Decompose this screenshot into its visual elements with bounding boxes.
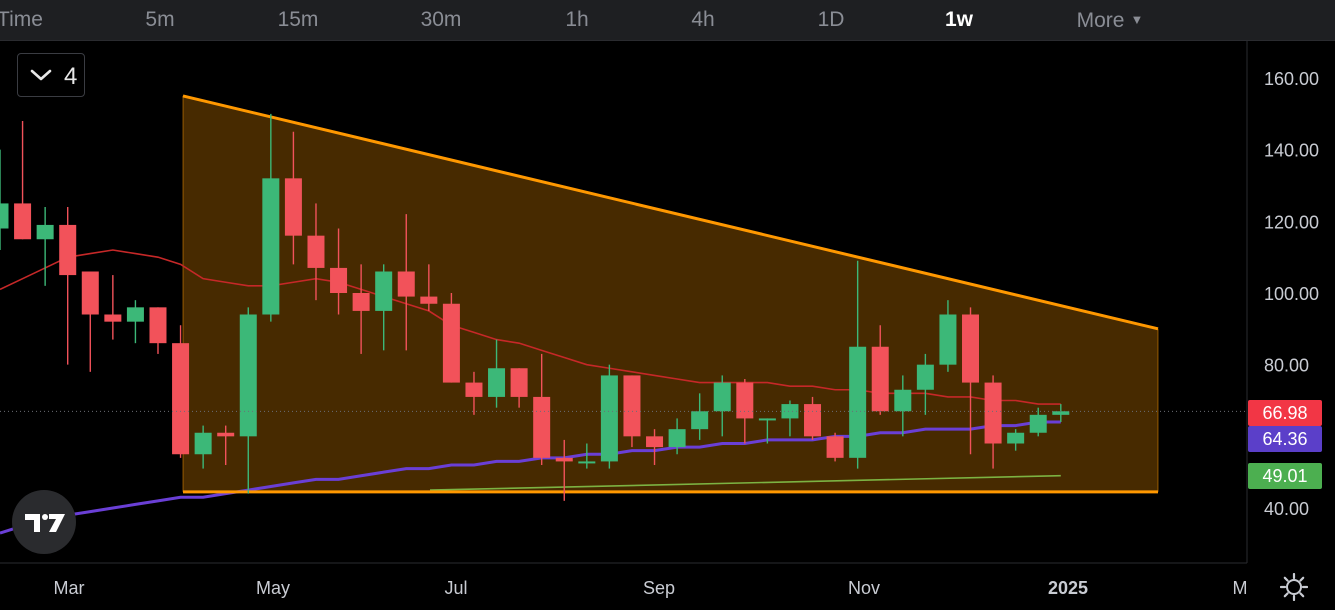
candle-body (36, 224, 54, 240)
candle-body (736, 382, 754, 419)
candle-body (826, 436, 844, 458)
moving-average-green (429, 474, 1061, 491)
candle-body (0, 203, 9, 229)
x-axis-tick-label: M (1233, 578, 1248, 598)
candle-body (894, 389, 912, 412)
candle-body (352, 293, 370, 311)
x-axis-tick-label: Jul (444, 578, 467, 598)
candle-body (1007, 432, 1025, 444)
timeframe-5m[interactable]: 5m (145, 8, 175, 31)
candle-body (600, 375, 618, 462)
candle-body (81, 271, 99, 315)
timeframe-1d[interactable]: 1D (817, 8, 845, 31)
tradingview-logo[interactable] (12, 490, 76, 554)
x-axis-tick-label: May (256, 578, 290, 598)
candle-body (646, 436, 664, 448)
x-axis-tick-label: Sep (643, 578, 675, 598)
candle-body (59, 224, 77, 276)
x-axis-tick-label: 2025 (1048, 578, 1088, 598)
candle-body (397, 271, 415, 297)
x-axis-tick-label: Nov (848, 578, 880, 598)
y-axis-tick-label: 140.00 (1264, 141, 1319, 161)
candle-body (849, 346, 867, 458)
candle-body (284, 178, 302, 236)
indicator-count: 4 (64, 63, 78, 90)
candle-body (939, 314, 957, 365)
y-axis-tick-label: 100.00 (1264, 284, 1319, 304)
tradingview-icon (25, 514, 65, 532)
x-axis-tick-label: Mar (54, 578, 85, 598)
candle-body (307, 235, 325, 268)
timeframe-1w[interactable]: 1w (944, 8, 974, 31)
candle-body (984, 382, 1002, 444)
candle-body (758, 418, 776, 421)
candle-body (330, 267, 348, 294)
candle-body (1052, 411, 1070, 415)
candle-body (916, 364, 934, 390)
candle-body (533, 396, 551, 458)
candle-body (488, 368, 506, 397)
candle-body (555, 457, 573, 462)
more-timeframes-button[interactable]: More ▼ (1077, 0, 1144, 40)
timeframe-time-label[interactable]: Time (0, 8, 43, 31)
candle-body (194, 432, 212, 455)
candle-body (217, 432, 235, 437)
candle-body (781, 404, 799, 419)
candle-body (623, 375, 641, 437)
candle-body (239, 314, 257, 437)
moving-average-purple (0, 420, 1061, 535)
candle-body (962, 314, 980, 383)
candle-body (804, 404, 822, 437)
y-axis-tick-label: 120.00 (1264, 212, 1319, 232)
price-badge-ma-green: 49.01 (1248, 463, 1322, 489)
timeframe-1h[interactable]: 1h (565, 8, 589, 31)
y-axis-tick-label: 40.00 (1264, 499, 1309, 519)
candle-body (465, 382, 483, 397)
candle-body (104, 314, 122, 322)
pattern-upper-line (182, 94, 1159, 331)
candle-body (691, 411, 709, 430)
candle-body (871, 346, 889, 412)
candle-body (1029, 414, 1047, 433)
caret-down-icon: ▼ (1130, 12, 1144, 27)
timeframe-4h[interactable]: 4h (691, 8, 715, 31)
candle-body (442, 303, 460, 383)
candle-body (375, 271, 393, 311)
price-badge-ma-purple: 64.36 (1248, 426, 1322, 452)
candle-body (713, 382, 731, 412)
candle-body (172, 343, 190, 455)
candle-body (262, 178, 280, 315)
candle-body (14, 203, 32, 240)
y-axis-tick-label: 80.00 (1264, 356, 1309, 376)
gear-icon[interactable] (1280, 573, 1308, 601)
timeframe-toolbar: Time 5m 15m 30m 1h 4h 1D 1w More ▼ (0, 0, 1335, 41)
candle-body (668, 429, 686, 448)
candle-body (420, 296, 438, 304)
candle-body (149, 307, 167, 344)
candle-body (578, 461, 596, 464)
candle-body (510, 368, 528, 397)
price-badge-current: 66.98 (1248, 400, 1322, 426)
timeframe-15m[interactable]: 15m (277, 8, 319, 31)
y-axis-tick-label: 160.00 (1264, 69, 1319, 89)
more-label: More (1076, 9, 1125, 32)
chevron-down-icon (30, 69, 52, 81)
timeframe-30m[interactable]: 30m (420, 8, 462, 31)
indicators-collapse-button[interactable]: 4 (17, 53, 85, 97)
candle-body (126, 307, 144, 322)
